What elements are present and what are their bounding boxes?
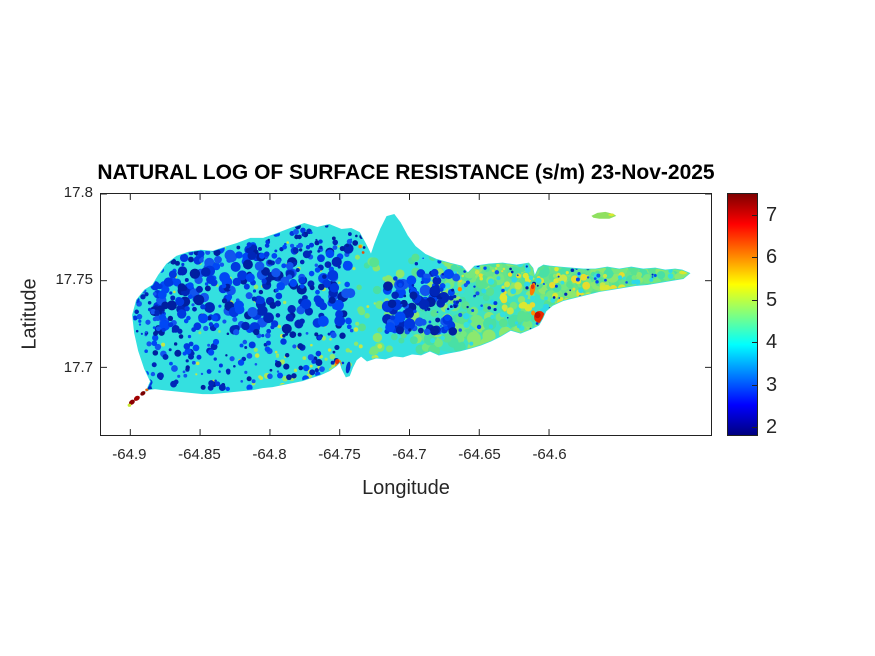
y-axis-label: Latitude bbox=[18, 278, 41, 350]
x-tick-label: -64.8 bbox=[252, 446, 287, 463]
x-tick-label: -64.85 bbox=[178, 446, 221, 463]
colorbar-tick-mark bbox=[752, 342, 757, 344]
colorbar-tick-label: 4 bbox=[766, 331, 778, 354]
x-tick-label: -64.65 bbox=[458, 446, 501, 463]
y-tick-label: 17.75 bbox=[55, 271, 93, 289]
x-tick-label: -64.7 bbox=[392, 446, 427, 463]
chart-title: NATURAL LOG OF SURFACE RESISTANCE (s/m) … bbox=[97, 161, 715, 184]
x-axis-label: Longitude bbox=[362, 477, 450, 499]
y-tick-label: 17.8 bbox=[63, 184, 93, 201]
x-tick-label: -64.75 bbox=[318, 446, 361, 463]
colorbar-tick-label: 6 bbox=[766, 246, 778, 269]
colorbar bbox=[727, 193, 758, 436]
colorbar-tick-label: 5 bbox=[766, 288, 778, 311]
colorbar-tick-mark bbox=[752, 299, 757, 301]
y-tick-label: 17.7 bbox=[63, 358, 93, 376]
x-tick-label: -64.6 bbox=[532, 446, 567, 463]
colorbar-tick-mark bbox=[752, 427, 757, 429]
colorbar-tick-label: 3 bbox=[766, 373, 778, 396]
colorbar-tick-mark bbox=[752, 384, 757, 386]
map-plot-area bbox=[100, 193, 712, 436]
colorbar-tick-mark bbox=[752, 257, 757, 259]
colorbar-tick-label: 2 bbox=[766, 416, 778, 439]
colorbar-tick-mark bbox=[752, 215, 757, 217]
island-heatmap bbox=[101, 194, 711, 435]
colorbar-tick-label: 7 bbox=[766, 204, 778, 227]
x-tick-label: -64.9 bbox=[112, 446, 147, 463]
